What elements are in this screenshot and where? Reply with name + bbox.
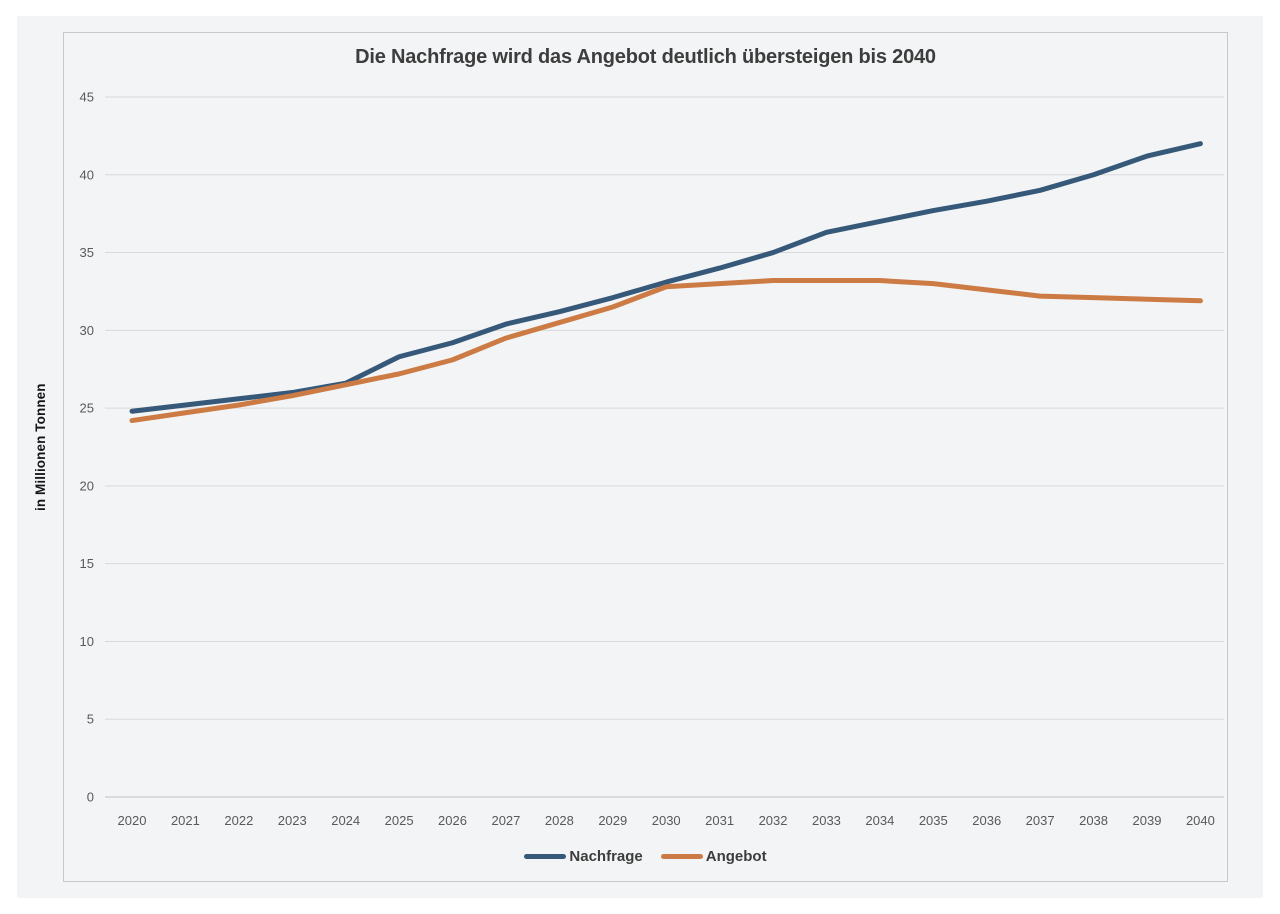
y-tick-label-0: 0 bbox=[87, 790, 94, 805]
y-tick-label-20: 20 bbox=[80, 478, 94, 493]
y-tick-label-5: 5 bbox=[87, 712, 94, 727]
x-tick-label-2027: 2027 bbox=[491, 813, 520, 828]
x-tick-label-2037: 2037 bbox=[1026, 813, 1055, 828]
x-tick-label-2021: 2021 bbox=[171, 813, 200, 828]
legend-item-angebot: Angebot bbox=[660, 848, 767, 865]
x-tick-label-2033: 2033 bbox=[812, 813, 841, 828]
legend-label-nachfrage: Nachfrage bbox=[569, 848, 643, 865]
x-tick-label-2028: 2028 bbox=[545, 813, 574, 828]
y-tick-label-30: 30 bbox=[80, 323, 94, 338]
x-tick-label-2036: 2036 bbox=[972, 813, 1001, 828]
legend-swatch-angebot-icon bbox=[660, 854, 703, 859]
x-tick-label-2038: 2038 bbox=[1079, 813, 1108, 828]
legend-label-angebot: Angebot bbox=[705, 848, 767, 865]
y-tick-label-40: 40 bbox=[80, 167, 94, 182]
chart-title: Die Nachfrage wird das Angebot deutlich … bbox=[355, 46, 936, 68]
legend: Nachfrage Angebot bbox=[64, 848, 1227, 865]
y-tick-label-15: 15 bbox=[80, 556, 94, 571]
y-axis-title: in Millionen Tonnen bbox=[33, 383, 48, 511]
x-tick-label-2034: 2034 bbox=[865, 813, 894, 828]
legend-swatch-nachfrage-icon bbox=[524, 854, 567, 859]
x-tick-label-2020: 2020 bbox=[118, 813, 147, 828]
chart-canvas: Die Nachfrage wird das Angebot deutlich … bbox=[17, 16, 1263, 898]
x-tick-label-2024: 2024 bbox=[331, 813, 360, 828]
x-tick-label-2030: 2030 bbox=[652, 813, 681, 828]
x-tick-label-2029: 2029 bbox=[598, 813, 627, 828]
y-tick-label-25: 25 bbox=[80, 401, 94, 416]
series-line-angebot bbox=[129, 278, 1203, 424]
x-tick-label-2025: 2025 bbox=[385, 813, 414, 828]
x-tick-label-2040: 2040 bbox=[1186, 813, 1215, 828]
x-tick-label-2026: 2026 bbox=[438, 813, 467, 828]
series-line-nachfrage bbox=[129, 141, 1203, 414]
chart-frame: Die Nachfrage wird das Angebot deutlich … bbox=[63, 32, 1228, 882]
x-tick-label-2022: 2022 bbox=[224, 813, 253, 828]
x-tick-label-2032: 2032 bbox=[759, 813, 788, 828]
x-tick-label-2035: 2035 bbox=[919, 813, 948, 828]
x-tick-label-2031: 2031 bbox=[705, 813, 734, 828]
y-tick-label-45: 45 bbox=[80, 89, 94, 104]
y-tick-label-35: 35 bbox=[80, 245, 94, 260]
y-tick-label-10: 10 bbox=[80, 634, 94, 649]
x-tick-label-2023: 2023 bbox=[278, 813, 307, 828]
x-tick-label-2039: 2039 bbox=[1133, 813, 1162, 828]
legend-item-nachfrage: Nachfrage bbox=[524, 848, 643, 865]
